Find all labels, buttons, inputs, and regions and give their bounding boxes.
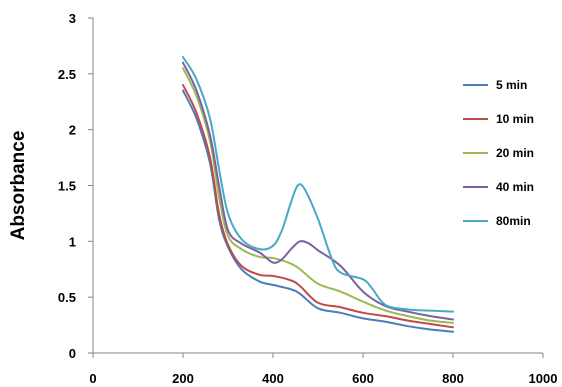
y-axis-title: Absorbance	[8, 131, 29, 241]
y-tick-label: 3	[69, 11, 76, 26]
y-tick-label: 0.5	[58, 290, 76, 305]
y-tick-label: 1.5	[58, 179, 76, 194]
legend-item: 10 min	[463, 112, 534, 126]
legend-label: 5 min	[496, 78, 527, 92]
x-tick-label: 0	[89, 371, 96, 386]
series-line-5	[182, 56, 454, 313]
x-tick-label: 400	[262, 371, 284, 386]
legend-item: 20 min	[463, 146, 534, 160]
y-tick-label: 1	[69, 234, 76, 249]
legend-item: 5 min	[463, 78, 527, 92]
legend-label: 10 min	[496, 112, 534, 126]
y-tick-label: 2	[69, 123, 76, 138]
x-axis-ticks: 0 200 400 600 800 1000	[89, 353, 557, 386]
x-tick-label: 600	[352, 371, 374, 386]
y-tick-label: 0	[69, 346, 76, 361]
legend-label: 80min	[496, 214, 531, 228]
legend: 5 min 10 min 20 min 40 min 80min	[463, 78, 534, 228]
y-axis-ticks: 0 0.5 1 1.5 2 2.5 3	[58, 11, 93, 361]
series-line-3	[182, 67, 454, 324]
legend-label: 20 min	[496, 146, 534, 160]
legend-item: 80min	[463, 214, 531, 228]
legend-label: 40 min	[496, 180, 534, 194]
series-lines	[182, 56, 454, 333]
x-tick-label: 200	[172, 371, 194, 386]
x-tick-label: 1000	[529, 371, 558, 386]
series-line-2	[182, 84, 454, 329]
legend-item: 40 min	[463, 180, 534, 194]
x-tick-label: 800	[442, 371, 464, 386]
y-tick-label: 2.5	[58, 67, 76, 82]
